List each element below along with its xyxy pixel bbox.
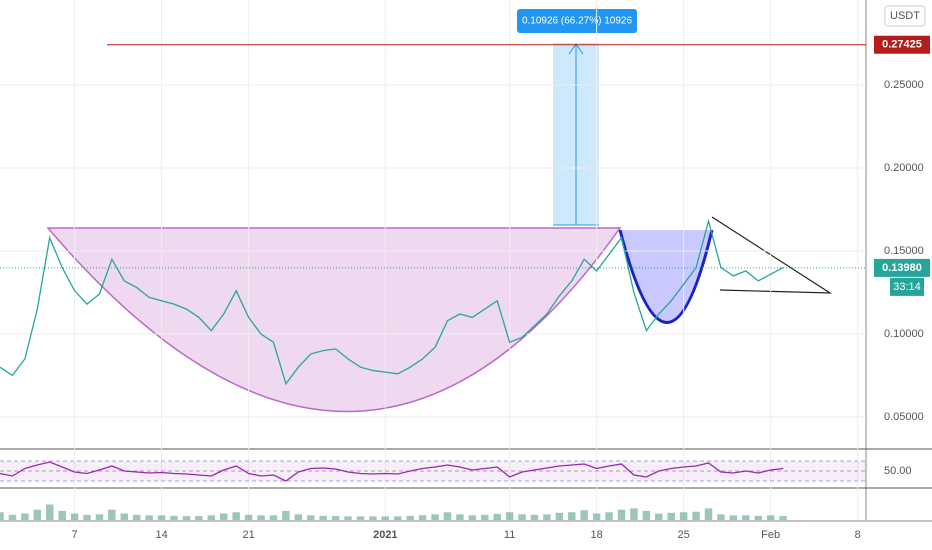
volume-bar xyxy=(617,509,626,520)
volume-bar xyxy=(642,510,651,520)
handle-curve xyxy=(618,229,714,324)
volume-bar xyxy=(704,508,713,520)
volume-bar xyxy=(518,514,526,520)
volume-bar xyxy=(344,516,352,520)
volume-bar xyxy=(108,509,116,520)
unit-box[interactable] xyxy=(884,5,926,27)
volume-bar xyxy=(630,508,638,520)
y-tick-label: 50.00 xyxy=(884,465,912,477)
volume-bar xyxy=(356,516,365,520)
y-tick-label: 0.05000 xyxy=(884,411,924,423)
volume-bar xyxy=(580,510,588,520)
volume-bar xyxy=(742,515,750,520)
x-tick-label: 25 xyxy=(678,529,690,541)
volume-bar xyxy=(568,512,576,520)
x-tick-label: 11 xyxy=(504,529,515,541)
x-tick-label: 7 xyxy=(72,529,78,541)
measure-label: 0.10926 (66.27%) 10926 xyxy=(522,16,633,27)
x-tick-label: 2021 xyxy=(373,529,397,541)
volume-bar xyxy=(70,513,79,520)
volume-bar xyxy=(307,515,315,520)
last-price-label: 0.13980 xyxy=(882,262,922,274)
countdown-label: 33:14 xyxy=(893,281,921,293)
volume-bar xyxy=(133,514,141,520)
volume-bar xyxy=(120,513,129,520)
volume-bar xyxy=(456,514,464,520)
volume-bar xyxy=(592,513,601,520)
volume-bar xyxy=(195,516,203,520)
target-label-box xyxy=(874,35,930,54)
volume-bar xyxy=(766,515,775,520)
x-tick-label: 8 xyxy=(855,529,861,541)
volume-bar xyxy=(95,514,104,520)
volume-bar xyxy=(717,514,725,520)
triangle xyxy=(711,216,833,294)
volume-bar xyxy=(257,515,265,520)
unit-label: USDT xyxy=(890,10,920,22)
volume-bar xyxy=(58,510,66,520)
y-tick-label: 0.15000 xyxy=(884,245,924,257)
volume-bar xyxy=(394,516,402,520)
countdown-box xyxy=(890,277,924,296)
volume-bar xyxy=(468,515,477,520)
volume-bar xyxy=(381,516,390,520)
volume-bar xyxy=(145,515,153,520)
volume-bar xyxy=(182,516,191,520)
y-tick-label: 0.20000 xyxy=(884,162,924,174)
volume-bar xyxy=(543,514,551,520)
volume-bar xyxy=(493,513,501,520)
volume-bar xyxy=(8,514,17,520)
volume-bar xyxy=(754,515,762,520)
volume-bar xyxy=(431,514,439,520)
volume-bar xyxy=(331,516,340,520)
volume-bar xyxy=(33,509,42,520)
series-line xyxy=(0,218,784,386)
x-tick-label: Feb xyxy=(761,529,780,541)
volume-bar xyxy=(555,512,564,520)
volume-bar xyxy=(0,512,4,520)
target-label: 0.27425 xyxy=(882,39,922,51)
measure-label-box xyxy=(517,9,637,33)
volume-bar xyxy=(170,515,178,520)
volume-bar xyxy=(667,512,675,520)
volume-bar xyxy=(692,511,700,520)
x-tick-label: 14 xyxy=(155,529,167,541)
volume-bar xyxy=(157,515,166,520)
last-price-box xyxy=(874,258,930,277)
cup-shape xyxy=(46,227,622,413)
volume-bar xyxy=(655,513,663,520)
volume-bar xyxy=(530,514,539,520)
volume-bar xyxy=(481,514,489,520)
volume-bar xyxy=(443,512,452,520)
volume-bar xyxy=(21,513,29,520)
volume-bar xyxy=(729,515,738,520)
y-tick-label: 0.25000 xyxy=(884,79,924,91)
volume-bar xyxy=(319,515,327,520)
volume-bar xyxy=(406,515,414,520)
volume-bar xyxy=(45,504,54,520)
x-tick-label: 21 xyxy=(242,529,254,541)
measure-arrow-head xyxy=(568,43,584,55)
volume-bar xyxy=(282,510,290,520)
volume-bar xyxy=(505,512,514,520)
volume-bar xyxy=(83,514,91,520)
volume-bar xyxy=(232,512,240,520)
volume-bar xyxy=(294,514,303,520)
volume-bar xyxy=(220,513,228,520)
volume-bar xyxy=(369,516,377,520)
volume-bar xyxy=(679,512,688,520)
volume-bar xyxy=(207,515,216,520)
volume-bar xyxy=(779,516,787,520)
volume-bar xyxy=(244,514,253,520)
volume-bar xyxy=(269,515,278,520)
series-line xyxy=(0,461,784,482)
volume-bar xyxy=(418,515,427,520)
x-tick-label: 18 xyxy=(591,529,603,541)
volume-bar xyxy=(605,512,613,520)
y-tick-label: 0.10000 xyxy=(884,328,924,340)
